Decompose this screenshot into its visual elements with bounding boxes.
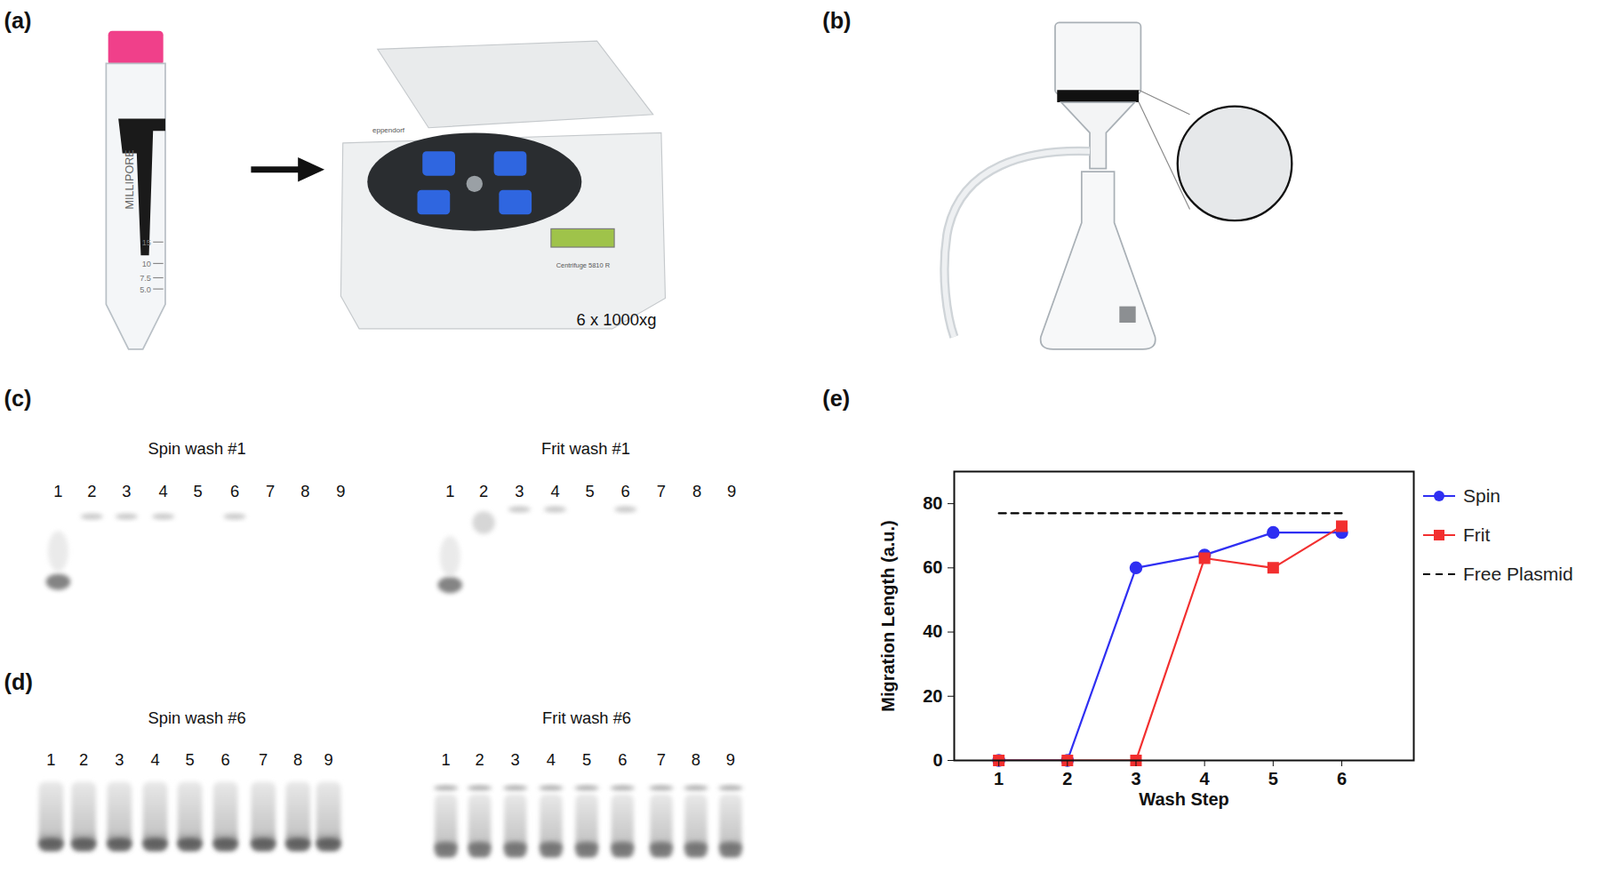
svg-text:(c): (c): [4, 385, 32, 411]
svg-text:6: 6: [621, 481, 631, 501]
svg-text:20: 20: [922, 686, 943, 706]
svg-text:(a): (a): [4, 8, 32, 33]
html-text:Spin: Spin: [1463, 485, 1501, 506]
svg-text:1: 1: [445, 481, 455, 501]
svg-text:1: 1: [993, 768, 1004, 789]
svg-text:Migration Length (a.u.): Migration Length (a.u.): [878, 520, 898, 712]
svg-text:0: 0: [932, 750, 943, 770]
svg-text:2: 2: [1062, 768, 1072, 789]
svg-text:2: 2: [474, 750, 484, 769]
svg-text:2: 2: [79, 750, 88, 769]
svg-text:7: 7: [258, 750, 268, 769]
svg-text:6: 6: [221, 750, 231, 769]
svg-text:1: 1: [441, 750, 451, 769]
svg-text:eppendorf: eppendorf: [372, 126, 406, 135]
html-text:Frit: Frit: [1463, 524, 1491, 545]
svg-text:4: 4: [550, 481, 560, 501]
svg-text:80: 80: [922, 493, 943, 513]
svg-text:5: 5: [1268, 768, 1279, 789]
svg-text:2: 2: [87, 481, 96, 501]
svg-text:5: 5: [584, 481, 594, 501]
svg-text:7.5: 7.5: [139, 273, 152, 283]
svg-text:3: 3: [514, 481, 524, 501]
svg-text:9: 9: [324, 750, 334, 769]
svg-text:6: 6: [1336, 768, 1347, 789]
svg-text:6: 6: [230, 481, 240, 501]
svg-text:5: 5: [582, 750, 592, 769]
svg-text:9: 9: [726, 750, 736, 769]
svg-text:10: 10: [142, 259, 152, 269]
html-text:Free Plasmid: Free Plasmid: [1463, 563, 1574, 584]
svg-text:5.0: 5.0: [139, 285, 152, 295]
svg-text:(d): (d): [4, 669, 33, 695]
svg-text:Frit wash #1: Frit wash #1: [541, 439, 631, 458]
svg-text:8: 8: [692, 481, 702, 501]
svg-text:6: 6: [617, 750, 627, 769]
svg-text:60: 60: [922, 557, 943, 577]
svg-text:4: 4: [546, 750, 556, 769]
svg-text:6 x 1000xg: 6 x 1000xg: [576, 310, 657, 329]
svg-text:Wash Step: Wash Step: [1138, 789, 1230, 809]
svg-text:5: 5: [184, 750, 194, 769]
svg-text:9: 9: [727, 481, 736, 501]
svg-text:1: 1: [53, 481, 63, 501]
svg-text:7: 7: [656, 750, 666, 769]
svg-text:(b): (b): [822, 8, 851, 33]
svg-text:8: 8: [691, 750, 701, 769]
svg-text:Spin wash #1: Spin wash #1: [147, 439, 246, 458]
svg-text:9: 9: [336, 481, 345, 501]
svg-text:(e): (e): [822, 385, 850, 411]
svg-text:15: 15: [142, 238, 152, 248]
svg-text:2: 2: [479, 481, 488, 501]
svg-text:7: 7: [656, 481, 666, 501]
svg-text:3: 3: [121, 481, 131, 501]
svg-text:4: 4: [150, 750, 160, 769]
svg-text:8: 8: [293, 750, 303, 769]
svg-text:3: 3: [114, 750, 124, 769]
svg-text:MILLIPORE: MILLIPORE: [123, 149, 136, 209]
svg-text:Centrifuge 5810 R: Centrifuge 5810 R: [556, 261, 611, 270]
svg-text:7: 7: [265, 481, 275, 501]
svg-text:Spin wash #6: Spin wash #6: [147, 708, 246, 728]
svg-text:3: 3: [511, 750, 520, 769]
svg-text:40: 40: [922, 621, 943, 641]
svg-text:3: 3: [1130, 768, 1141, 789]
svg-text:4: 4: [1200, 768, 1211, 789]
svg-text:4: 4: [159, 481, 168, 501]
svg-text:Frit wash #6: Frit wash #6: [542, 708, 632, 728]
svg-text:8: 8: [300, 481, 310, 501]
svg-text:1: 1: [46, 750, 56, 769]
svg-text:5: 5: [193, 481, 203, 501]
